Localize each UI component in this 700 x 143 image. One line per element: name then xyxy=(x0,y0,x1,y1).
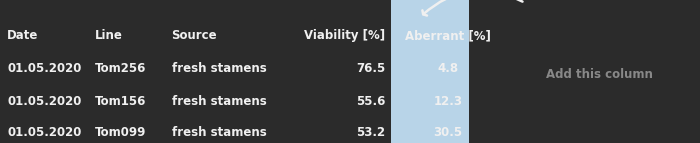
Text: 30.5: 30.5 xyxy=(433,127,463,139)
Text: fresh stamens: fresh stamens xyxy=(172,127,266,139)
Text: Tom156: Tom156 xyxy=(94,95,146,108)
Text: Viability [%]: Viability [%] xyxy=(304,29,385,42)
Text: 55.6: 55.6 xyxy=(356,95,385,108)
Text: Add this column: Add this column xyxy=(546,68,653,81)
Text: 4.8: 4.8 xyxy=(438,62,458,75)
Text: Date: Date xyxy=(7,29,38,42)
Text: 01.05.2020: 01.05.2020 xyxy=(7,127,81,139)
Text: Source: Source xyxy=(172,29,217,42)
Text: fresh stamens: fresh stamens xyxy=(172,62,266,75)
Text: 12.3: 12.3 xyxy=(433,95,463,108)
Text: 01.05.2020: 01.05.2020 xyxy=(7,95,81,108)
Text: fresh stamens: fresh stamens xyxy=(172,95,266,108)
Text: Line: Line xyxy=(94,29,122,42)
Text: 01.05.2020: 01.05.2020 xyxy=(7,62,81,75)
Text: 76.5: 76.5 xyxy=(356,62,385,75)
Text: Tom256: Tom256 xyxy=(94,62,146,75)
Text: 53.2: 53.2 xyxy=(356,127,385,139)
Bar xyxy=(391,0,469,143)
Text: Tom099: Tom099 xyxy=(94,127,146,139)
Text: Aberrant [%]: Aberrant [%] xyxy=(405,29,491,42)
